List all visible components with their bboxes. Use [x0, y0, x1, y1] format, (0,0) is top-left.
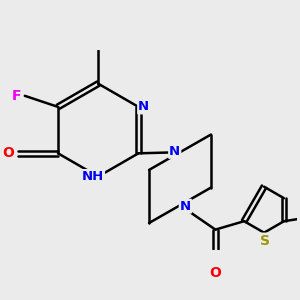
Text: NH: NH [82, 170, 104, 183]
Text: N: N [180, 200, 191, 213]
Text: O: O [209, 266, 221, 280]
Text: F: F [12, 89, 22, 103]
Text: O: O [2, 146, 14, 160]
Text: N: N [169, 145, 180, 158]
Text: N: N [138, 100, 149, 113]
Text: S: S [260, 234, 270, 248]
